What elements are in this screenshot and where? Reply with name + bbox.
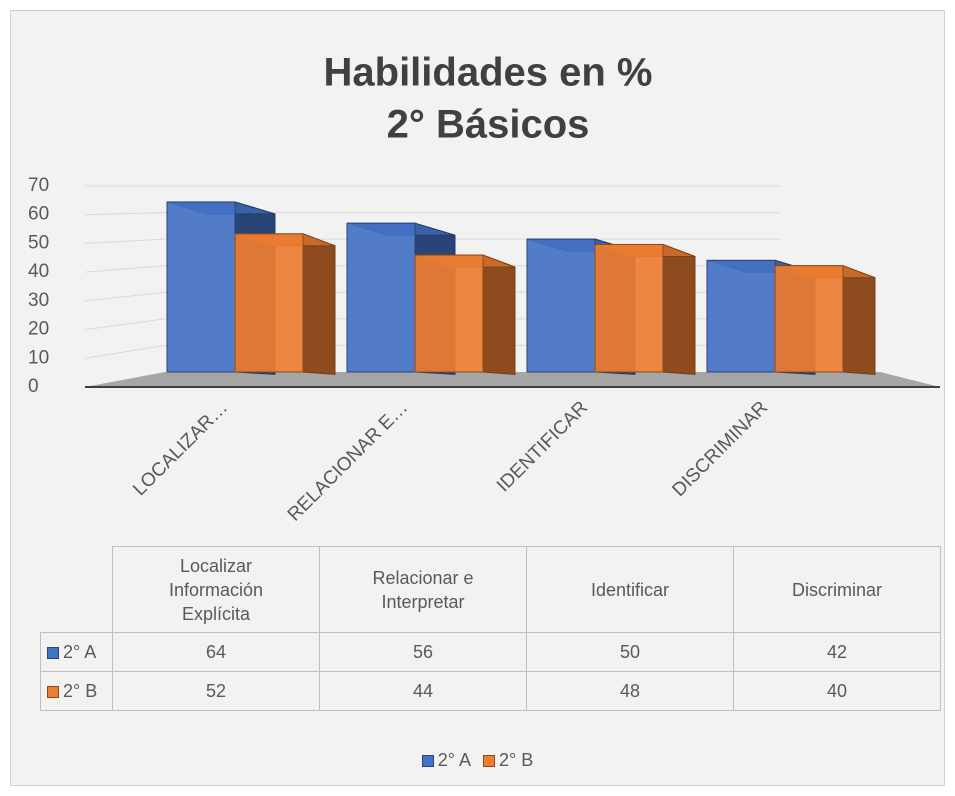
table-cell: 48: [526, 671, 734, 711]
bar-side: [662, 243, 696, 375]
y-tick-label: 10: [28, 347, 49, 368]
bar: [234, 233, 336, 375]
legend-swatch: [421, 755, 434, 767]
x-tick-label: RELACIONAR E…: [284, 397, 412, 525]
bar-front: [594, 243, 664, 373]
legend-item: 2° B: [483, 750, 533, 770]
x-tick-label: LOCALIZAR…: [129, 397, 232, 500]
table-cell: 40: [733, 671, 941, 711]
table-row: 2° A 64 56 50 42: [40, 632, 941, 672]
bar: [594, 243, 696, 375]
table-cell: 56: [319, 632, 527, 672]
table-corner: [41, 547, 113, 633]
legend-swatch: [483, 755, 495, 767]
y-tick-label: 30: [28, 290, 49, 311]
bar-side: [842, 264, 876, 375]
bar-front: [526, 238, 596, 373]
bar-front: [166, 201, 236, 373]
table-cell: 50: [526, 632, 734, 672]
y-tick-label: 40: [28, 261, 49, 282]
chart-title: Habilidades en %: [324, 51, 653, 95]
table-series-name: 2° B: [63, 680, 98, 701]
floor: [85, 372, 940, 387]
table-header: Discriminar: [733, 546, 941, 633]
bar-side: [482, 254, 516, 375]
table-header-row: Localizar Información Explícita Relaciona…: [41, 546, 941, 633]
table-series-cell: 2° A: [40, 632, 113, 672]
y-tick-label: 20: [28, 319, 49, 340]
x-tick-label: IDENTIFICAR: [493, 397, 592, 496]
table-header: Relacionar e Interpretar: [319, 546, 527, 633]
legend-swatch: [47, 685, 59, 698]
bar-front: [774, 265, 844, 373]
legend-item: 2° A: [421, 750, 471, 770]
legend-swatch: [47, 646, 59, 659]
table-row: 2° B 52 44 48 40: [40, 671, 941, 711]
table-cell: 42: [733, 632, 941, 672]
table-header: Localizar Información Explícita: [112, 546, 320, 633]
y-tick-label: 70: [28, 175, 49, 196]
chart: Habilidades en % 2° Básicos 0 10 20 30 40 50 6…: [28, 51, 940, 526]
table-header: Identificar: [526, 546, 734, 633]
bar-side: [302, 233, 336, 375]
table-cell: 44: [319, 671, 527, 711]
grid-line: [84, 212, 780, 216]
bar-front: [346, 222, 416, 373]
bar-front: [706, 259, 776, 373]
bar-front: [414, 254, 484, 373]
bar: [774, 264, 876, 375]
chart-subtitle: 2° Básicos: [387, 103, 590, 147]
table-cell: 64: [112, 632, 320, 672]
bar: [414, 254, 516, 375]
table-series-name: 2° A: [63, 641, 97, 662]
legend-label: 2° B: [499, 750, 534, 770]
y-tick-label: 60: [28, 204, 49, 225]
legend-label: 2° A: [437, 750, 471, 770]
bar-front: [234, 233, 304, 373]
data-table: Localizar Información Explícita Relaciona…: [40, 546, 941, 711]
y-tick-label: 50: [28, 232, 49, 253]
y-tick-label: 0: [28, 376, 39, 397]
table-cell: 52: [112, 671, 320, 711]
legend: 2° A 2° B: [0, 750, 955, 771]
x-tick-label: DISCRIMINAR: [668, 397, 772, 501]
table-series-cell: 2° B: [40, 671, 113, 711]
